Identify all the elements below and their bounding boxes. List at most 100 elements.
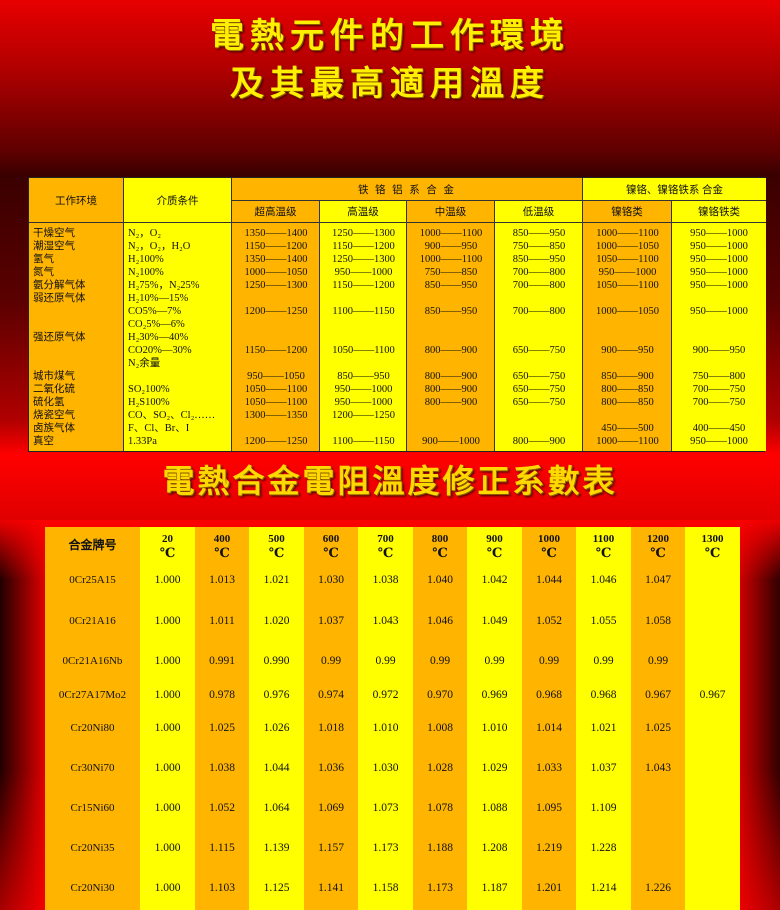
header-temperature: 900 ℃ bbox=[467, 533, 522, 559]
table-cell: 1100——1150 bbox=[332, 436, 395, 447]
table-cell: 950——1000 bbox=[690, 267, 748, 278]
table-cell: 650——750 bbox=[512, 371, 566, 382]
table-column bbox=[407, 178, 495, 451]
coefficient-value: 0.99 bbox=[593, 655, 614, 667]
table-cell: H₂10%—15% bbox=[128, 293, 189, 304]
coefficient-value: 1.036 bbox=[318, 762, 344, 774]
coefficient-value: 1.052 bbox=[209, 802, 235, 814]
temperature-unit: ℃ bbox=[377, 545, 394, 560]
table-cell: 900——950 bbox=[424, 241, 478, 252]
header-sub-grade: 中温级 bbox=[407, 201, 495, 223]
table-column bbox=[195, 527, 249, 910]
temperature-unit: ℃ bbox=[595, 545, 612, 560]
coefficient-value: 1.038 bbox=[209, 762, 235, 774]
coefficient-value: 1.043 bbox=[372, 615, 399, 627]
table-cell: 700——800 bbox=[512, 306, 566, 317]
table-cell: 950——1000 bbox=[690, 306, 748, 317]
table-cell: 800——900 bbox=[424, 371, 478, 382]
temperature-value: 800 bbox=[431, 533, 449, 545]
table-cell: 400——450 bbox=[692, 423, 746, 434]
coefficient-value: 1.095 bbox=[536, 802, 562, 814]
table-column bbox=[672, 178, 766, 451]
table-cell: 1250——1300 bbox=[332, 228, 395, 239]
temperature-unit: ℃ bbox=[541, 545, 557, 560]
coefficient-value: 1.125 bbox=[263, 882, 290, 894]
table-cell: N₂，O₂，H₂O bbox=[128, 241, 191, 252]
coefficient-value: 1.069 bbox=[318, 802, 344, 814]
table-column bbox=[45, 527, 140, 910]
table-cell: 卤族气体 bbox=[33, 423, 75, 434]
coefficient-value: 1.000 bbox=[154, 574, 181, 586]
coefficient-value: 0.969 bbox=[481, 689, 508, 701]
table-cell: 硫化氢 bbox=[33, 397, 65, 408]
table-cell: CO、SO₂、Cl₂…… bbox=[128, 410, 216, 421]
temperature-value: 900 bbox=[486, 533, 503, 545]
table-cell: 1250——1300 bbox=[244, 280, 308, 291]
temperature-unit: ℃ bbox=[268, 545, 285, 560]
table-cell: 真空 bbox=[33, 436, 54, 447]
table-cell: 1150——1200 bbox=[332, 280, 395, 291]
coefficient-value: 1.226 bbox=[645, 882, 671, 894]
coefficient-value: 1.064 bbox=[263, 802, 290, 814]
table-cell: 1000——1100 bbox=[419, 228, 483, 239]
coefficient-value: 1.000 bbox=[154, 615, 181, 627]
table-cell: 1050——1100 bbox=[332, 345, 395, 356]
coefficient-value: 1.052 bbox=[536, 615, 562, 627]
table-cell: 1200——1250 bbox=[244, 306, 308, 317]
coefficient-value: 1.115 bbox=[209, 842, 235, 854]
coefficient-value: 1.157 bbox=[318, 842, 344, 854]
table-cell: 1000——1050 bbox=[596, 241, 659, 252]
table-cell: 1200——1250 bbox=[332, 410, 395, 421]
table-cell: 850——950 bbox=[424, 306, 478, 317]
coefficient-value: 1.013 bbox=[209, 574, 235, 586]
header-group-fecral: 铁 铬 铝 系 合 金 bbox=[232, 178, 583, 201]
coefficient-value: 1.088 bbox=[481, 802, 508, 814]
table-cell: SO₂100% bbox=[128, 384, 170, 395]
table-column bbox=[495, 178, 583, 451]
table-cell: 850——900 bbox=[601, 371, 654, 382]
table-cell: 800——900 bbox=[424, 345, 478, 356]
coefficient-value: 1.047 bbox=[645, 574, 671, 586]
coefficient-value: 1.139 bbox=[263, 842, 290, 854]
coefficient-value: 1.173 bbox=[372, 842, 399, 854]
table-cell: 1000——1100 bbox=[596, 436, 659, 447]
table-cell: 氨分解气体 bbox=[33, 280, 86, 291]
temperature-unit: ℃ bbox=[650, 545, 666, 560]
table-column bbox=[413, 527, 467, 910]
temperature-value: 1000 bbox=[538, 533, 560, 545]
coefficient-value: 1.011 bbox=[209, 615, 235, 627]
table-cell: 700——800 bbox=[512, 267, 566, 278]
coefficient-value: 0.967 bbox=[645, 689, 671, 701]
coefficient-value: 1.188 bbox=[427, 842, 453, 854]
table-cell: H₂S100% bbox=[128, 397, 170, 408]
coefficient-value: 1.000 bbox=[154, 802, 181, 814]
coefficient-value: 1.000 bbox=[154, 689, 181, 701]
coefficient-value: 1.029 bbox=[481, 762, 508, 774]
coefficient-value: 0.970 bbox=[427, 689, 453, 701]
table-cell: 700——750 bbox=[692, 397, 746, 408]
table-cell: 850——950 bbox=[424, 280, 478, 291]
table-cell: 1050——1100 bbox=[596, 280, 659, 291]
temperature-value: 400 bbox=[213, 533, 231, 545]
coefficient-value: 1.014 bbox=[536, 722, 562, 734]
coefficient-value: 0.974 bbox=[318, 689, 344, 701]
alloy-name: Cr20Ni35 bbox=[70, 842, 115, 854]
coefficient-value: 1.042 bbox=[481, 574, 508, 586]
temperature-value: 500 bbox=[268, 533, 285, 545]
temperature-unit: ℃ bbox=[432, 545, 448, 560]
coefficient-value: 1.046 bbox=[590, 574, 617, 586]
header-env: 工作环境 bbox=[29, 178, 124, 223]
table-cell: CO5%—7% bbox=[128, 306, 182, 317]
table-cell: 1.33Pa bbox=[128, 436, 157, 447]
coefficient-value: 1.044 bbox=[263, 762, 290, 774]
temperature-unit: ℃ bbox=[486, 545, 503, 560]
header-temperature: 20 ℃ bbox=[140, 533, 195, 559]
alloy-name: Cr30Ni70 bbox=[70, 762, 115, 774]
table-cell: 800——850 bbox=[601, 397, 654, 408]
table-column bbox=[304, 527, 358, 910]
table-cell: F、Cl、Br、I bbox=[128, 423, 190, 434]
table-cell: 950——1000 bbox=[690, 436, 748, 447]
coefficient-value: 1.037 bbox=[590, 762, 617, 774]
table-column bbox=[522, 527, 576, 910]
table-cell: 1100——1150 bbox=[332, 306, 395, 317]
